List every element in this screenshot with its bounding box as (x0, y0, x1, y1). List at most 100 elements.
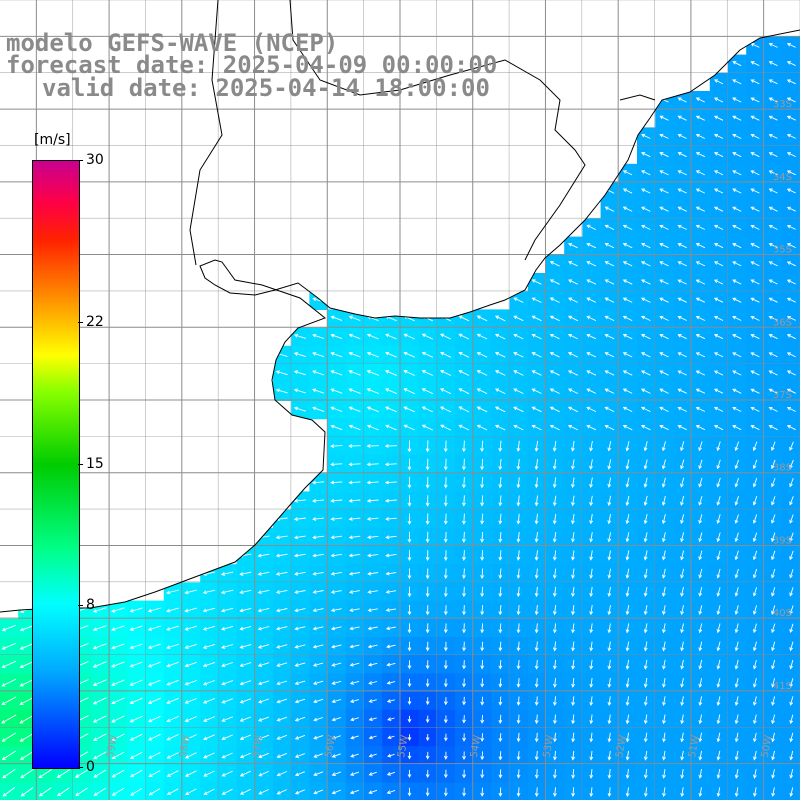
arrow-head (184, 608, 189, 613)
wind-arrow (312, 644, 324, 649)
arrow-head (698, 629, 703, 634)
arrow-head (312, 535, 317, 540)
arrow-head (330, 333, 335, 338)
colorbar-tick-mark (78, 463, 83, 465)
wind-arrow (768, 388, 778, 394)
wind-arrow (462, 586, 466, 598)
arrow-head (604, 279, 609, 283)
wind-arrow (786, 42, 796, 48)
arrow-shaft (513, 406, 524, 413)
wind-arrow (677, 425, 687, 431)
arrow-shaft (385, 370, 397, 376)
wind-arrow (750, 297, 760, 303)
wind-arrow (680, 495, 685, 506)
arrow-shaft (678, 316, 687, 321)
arrow-head (625, 501, 630, 507)
wind-arrow (659, 334, 669, 340)
wind-arrow (498, 550, 503, 561)
arrow-head (677, 425, 682, 429)
arrow-head (789, 647, 794, 652)
arrow-shaft (678, 243, 687, 249)
arrow-shaft (787, 188, 796, 194)
arrow-shaft (751, 334, 760, 340)
arrow-head (589, 592, 594, 598)
wind-arrow (407, 440, 412, 453)
wind-arrow (567, 352, 578, 358)
arrow-head (695, 152, 700, 156)
wind-arrow (734, 532, 739, 543)
wind-arrow (695, 224, 705, 230)
arrow-shaft (626, 441, 630, 451)
arrow-shaft (495, 315, 506, 322)
arrow-shaft (659, 425, 669, 431)
arrow-shaft (513, 352, 524, 358)
wind-arrow (498, 458, 503, 471)
wind-arrow (461, 440, 466, 453)
arrow-head (480, 538, 485, 543)
arrow-shaft (349, 388, 361, 394)
wind-arrow (713, 152, 724, 158)
arrow-head (549, 370, 554, 374)
arrow-shaft (331, 316, 343, 321)
arrow-shaft (495, 406, 506, 413)
arrow-shaft (623, 243, 633, 249)
arrow-head (695, 370, 700, 374)
arrow-shaft (258, 535, 270, 539)
wind-arrow (476, 315, 488, 322)
wind-arrow (513, 370, 524, 376)
wind-arrow (586, 224, 596, 231)
arrow-head (732, 334, 737, 338)
arrow-head (293, 498, 298, 503)
wind-arrow (221, 625, 234, 631)
arrow-head (680, 592, 684, 597)
arrow-shaft (111, 643, 125, 649)
arrow-shaft (349, 463, 361, 465)
arrow-shaft (659, 334, 669, 340)
arrow-head (552, 502, 557, 507)
arrow-shaft (753, 568, 758, 578)
wind-arrow (786, 97, 796, 103)
wind-arrow (750, 97, 760, 103)
arrow-head (330, 424, 335, 429)
arrow-head (677, 370, 682, 374)
arrow-head (312, 333, 317, 338)
wind-arrow (498, 605, 503, 616)
arrow-shaft (459, 406, 470, 413)
wind-arrow (786, 224, 796, 230)
arrow-shaft (735, 605, 739, 615)
arrow-shaft (553, 459, 557, 470)
arrow-head (425, 593, 430, 598)
arrow-head (480, 629, 485, 634)
arrow-shaft (517, 641, 520, 651)
arrow-head (750, 352, 755, 356)
arrow-head (752, 592, 757, 597)
arrow-shaft (681, 605, 684, 615)
arrow-shaft (732, 134, 742, 139)
lat-label: 35S (773, 245, 792, 256)
arrow-shaft (550, 352, 560, 358)
arrow-head (443, 466, 448, 471)
wind-arrow (734, 477, 739, 488)
arrow-shaft (368, 644, 378, 648)
arrow-head (294, 644, 299, 649)
wind-arrow (734, 568, 739, 579)
arrow-shaft (753, 441, 758, 451)
wind-arrow (771, 532, 776, 543)
wind-arrow (695, 261, 706, 267)
arrow-head (294, 590, 299, 594)
wind-arrow (732, 425, 742, 431)
arrow-head (552, 629, 557, 634)
colorbar-tick-label: 15 (86, 455, 104, 472)
arrow-head (713, 406, 718, 411)
arrow-shaft (440, 388, 452, 395)
wind-arrow (789, 514, 794, 524)
wind-arrow (534, 623, 539, 634)
arrow-head (384, 444, 389, 448)
arrow-head (349, 644, 354, 649)
arrow-shaft (751, 61, 760, 67)
wind-arrow (330, 406, 343, 412)
wind-arrow (677, 261, 687, 267)
arrow-shaft (626, 495, 630, 506)
arrow-head (571, 592, 575, 598)
arrow-head (659, 315, 664, 320)
